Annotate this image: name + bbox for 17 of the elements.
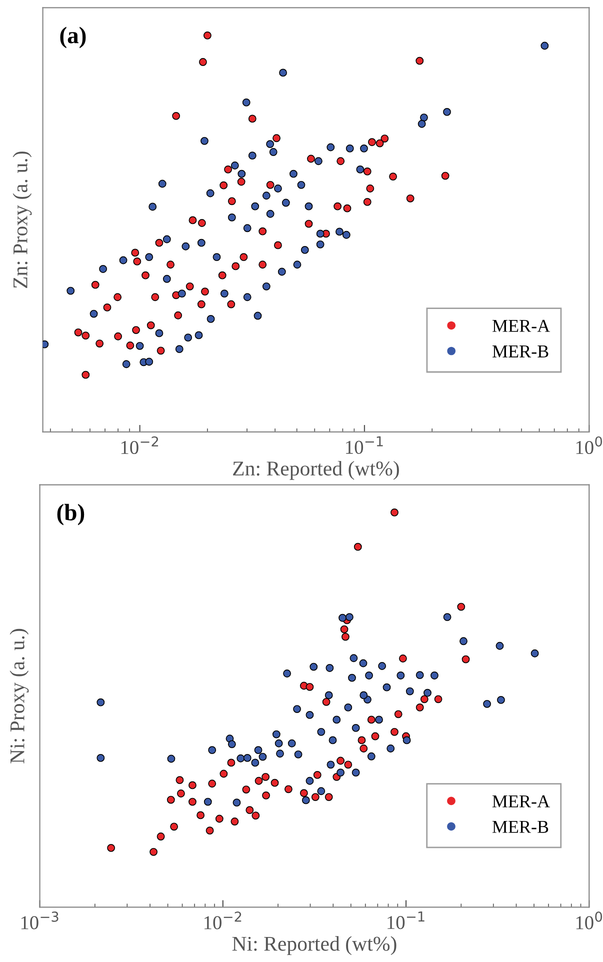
legend-label: MER-B xyxy=(492,820,548,833)
x-tick-label: 10$^{0}$ xyxy=(576,912,602,930)
legend-label: MER-B xyxy=(492,346,548,358)
y-axis-title: Ni: Proxy (a. u.) xyxy=(10,628,29,764)
x-tick-label: 10$^{−1}$ xyxy=(346,436,383,454)
x-tick-label: 10$^{−2}$ xyxy=(121,436,158,454)
x-tick-label: 10$^{0}$ xyxy=(576,436,602,454)
legend-label: MER-A xyxy=(492,795,550,808)
x-tick-label: 10$^{−2}$ xyxy=(204,912,242,930)
chart-title: (b) xyxy=(57,504,84,526)
x-axis-title: Ni: Reported (wt%) xyxy=(232,936,396,956)
x-axis-title: Zn: Reported (wt%) xyxy=(233,460,399,480)
y-axis-title: Zn: Proxy (a. u.) xyxy=(12,152,32,288)
x-tick-label: 10$^{−3}$ xyxy=(21,912,58,930)
chart-title: (a) xyxy=(60,26,86,48)
legend-label: MER-A xyxy=(492,320,550,332)
x-tick-label: 10$^{−1}$ xyxy=(388,912,424,930)
